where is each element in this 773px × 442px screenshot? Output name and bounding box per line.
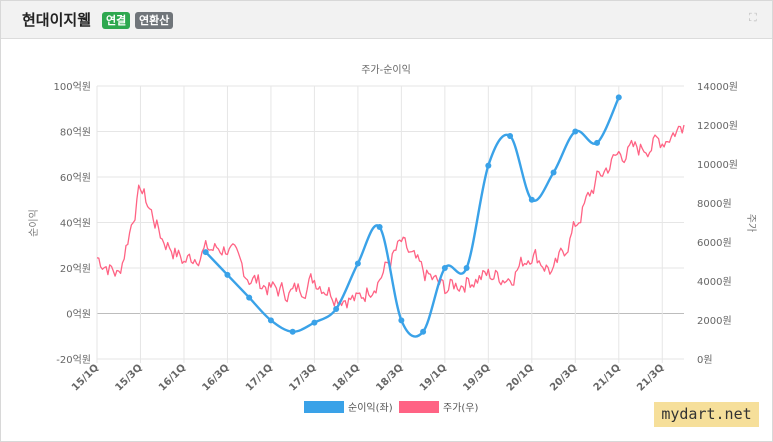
x-tick-label: 15/1Q xyxy=(70,362,101,393)
income-data-point xyxy=(420,328,427,335)
y-left-tick-label: 20억원 xyxy=(60,263,91,275)
y-left-tick-label: 0억원 xyxy=(66,309,91,321)
x-tick-label: 20/3Q xyxy=(548,362,579,393)
income-data-point xyxy=(202,249,209,256)
y-left-axis-title: 순이익 xyxy=(28,209,40,237)
income-data-point xyxy=(615,94,622,101)
x-tick-label: 15/3Q xyxy=(113,362,144,393)
series-line-price xyxy=(96,124,685,309)
panel-header: 현대이지웰 연결 연환산 ⛶ xyxy=(1,1,772,39)
income-data-point xyxy=(333,305,340,312)
annualized-badge[interactable]: 연환산 xyxy=(135,12,174,29)
y-right-tick-label: 14000원 xyxy=(697,81,738,93)
x-tick-label: 20/1Q xyxy=(505,362,536,393)
income-data-point xyxy=(441,265,448,271)
income-data-point xyxy=(311,319,318,326)
expand-icon[interactable]: ⛶ xyxy=(749,11,757,24)
legend-swatch-income xyxy=(304,401,344,413)
income-data-point xyxy=(354,260,361,267)
y-right-tick-label: 2000원 xyxy=(697,315,732,327)
x-tick-label: 19/3Q xyxy=(461,362,492,393)
x-tick-label: 18/1Q xyxy=(331,362,362,393)
y-right-tick-label: 8000원 xyxy=(697,198,732,210)
legend-label-price: 주가(우) xyxy=(443,402,479,414)
y-right-tick-label: 6000원 xyxy=(697,237,732,249)
y-left-tick-label: 100억원 xyxy=(54,81,92,93)
x-tick-label: 16/3Q xyxy=(200,362,231,393)
chart-title: 주가-순이익 xyxy=(361,64,411,76)
income-data-point xyxy=(528,196,535,203)
y-right-tick-label: 4000원 xyxy=(697,276,732,288)
income-data-point xyxy=(224,271,231,278)
income-data-point xyxy=(463,265,470,271)
legend-label-income: 순이익(좌) xyxy=(348,402,393,414)
y-left-tick-label: -20억원 xyxy=(56,354,91,366)
x-tick-label: 21/1Q xyxy=(592,362,623,393)
income-data-point xyxy=(485,162,492,169)
legend-swatch-price xyxy=(399,401,439,413)
income-data-point xyxy=(267,317,274,324)
price-income-chart: 주가-순이익 -20억원 0억원 20억원 40억원 60억원 80억원 100억원 0원 200… xyxy=(28,64,757,414)
income-data-point xyxy=(398,317,405,324)
x-tick-label: 21/3Q xyxy=(635,362,666,393)
y-left-tick-label: 80억원 xyxy=(60,127,91,139)
income-data-point xyxy=(246,294,253,301)
company-name: 현대이지웰 xyxy=(22,11,92,29)
y-right-tick-label: 12000원 xyxy=(697,120,738,132)
income-data-point xyxy=(289,328,296,335)
x-tick-label: 18/3Q xyxy=(374,362,405,393)
y-right-tick-label: 0원 xyxy=(697,354,713,366)
income-data-point xyxy=(550,169,557,176)
y-right-axis-title: 주가 xyxy=(745,214,757,232)
x-tick-label: 17/3Q xyxy=(287,362,318,393)
chart-legend: 순이익(좌) 주가(우) xyxy=(304,401,479,414)
income-data-point xyxy=(376,224,383,231)
x-tick-label: 19/1Q xyxy=(418,362,449,393)
income-data-point xyxy=(594,139,601,146)
watermark: mydart.net xyxy=(654,402,759,427)
y-left-tick-label: 60억원 xyxy=(60,172,91,184)
series-line-income xyxy=(204,96,620,338)
y-right-tick-label: 10000원 xyxy=(697,159,738,171)
x-tick-label: 17/1Q xyxy=(244,362,275,393)
y-left-tick-label: 40억원 xyxy=(60,218,91,230)
x-tick-label: 16/1Q xyxy=(157,362,188,393)
income-data-point xyxy=(572,128,579,135)
income-data-point xyxy=(507,133,514,140)
consolidated-badge[interactable]: 연결 xyxy=(102,12,131,29)
